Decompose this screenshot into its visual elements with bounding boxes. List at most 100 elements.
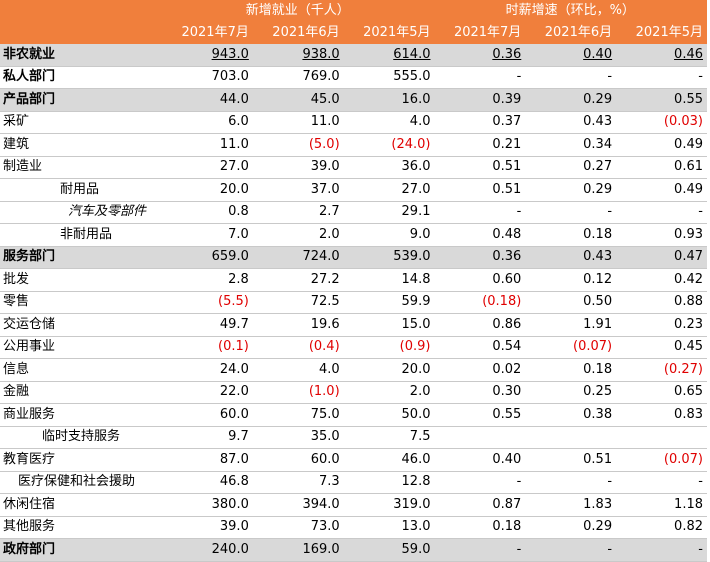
table-cell: 0.02: [434, 358, 526, 382]
table-cell: 0.49: [616, 133, 707, 157]
table-cell: (0.1): [162, 336, 253, 359]
cell-value: 0.83: [674, 406, 703, 422]
cell-value: 9.7: [228, 429, 249, 445]
table-cell: 1.18: [616, 493, 707, 517]
cell-value: -: [607, 69, 613, 85]
header-month: 2021年5月: [343, 22, 435, 44]
cell-value: 59.9: [401, 294, 431, 310]
table-cell: 938.0: [252, 44, 344, 67]
table-cell: 0.18: [434, 516, 526, 539]
cell-value: (0.27): [663, 361, 703, 377]
row-label: 休闲住宿: [0, 493, 163, 517]
row-label: 非耐用品: [0, 223, 163, 247]
table-cell: 0.37: [434, 111, 526, 134]
table-cell: 36.0: [343, 156, 435, 179]
cell-value: 0.30: [492, 384, 522, 400]
cell-value: -: [698, 474, 703, 490]
table-cell: 4.0: [343, 111, 435, 134]
table-row: 耐用品 20.0 37.0 27.0 0.51 0.29 0.49: [0, 178, 707, 202]
row-label: 医疗保健和社会援助: [0, 471, 163, 494]
table-cell: 0.55: [616, 88, 707, 112]
table-row: 私人部门 703.0 769.0 555.0 - - -: [0, 66, 707, 89]
row-label: 采矿: [0, 111, 163, 134]
cell-value: 0.21: [492, 136, 522, 152]
table-row: 教育医疗 87.0 60.0 46.0 0.40 0.51 (0.07): [0, 448, 707, 472]
table-cell: 0.48: [434, 223, 526, 247]
cell-value: 39.0: [219, 519, 249, 535]
table-row: 汽车及零部件 0.8 2.7 29.1 - - -: [0, 201, 707, 224]
cell-value: 2.0: [409, 384, 431, 400]
table-cell: [434, 426, 526, 449]
table-cell: (0.27): [616, 358, 707, 382]
table-cell: (5.5): [162, 291, 253, 314]
table-cell: 13.0: [343, 516, 435, 539]
table-cell: -: [434, 201, 526, 224]
cell-value: 0.8: [228, 204, 249, 220]
cell-value: 555.0: [393, 69, 431, 85]
cell-value: (24.0): [391, 136, 431, 152]
cell-value: -: [607, 204, 613, 220]
cell-value: 6.0: [228, 114, 249, 130]
cell-value: 0.36: [492, 46, 522, 62]
cell-value: 319.0: [393, 496, 431, 512]
row-label: 商业服务: [0, 403, 163, 427]
table-cell: 0.29: [525, 516, 617, 539]
table-cell: 0.51: [525, 448, 617, 472]
table-cell: 11.0: [162, 133, 253, 157]
cell-value: 0.18: [492, 519, 522, 535]
cell-value: 0.37: [492, 114, 522, 130]
row-label: 非农就业: [0, 44, 163, 67]
row-label: 公用事业: [0, 336, 163, 359]
table-cell: 9.7: [162, 426, 253, 449]
header-month: 2021年7月: [162, 22, 253, 44]
table-row: 零售 (5.5) 72.5 59.9 (0.18) 0.50 0.88: [0, 291, 707, 314]
table-cell: 37.0: [252, 178, 344, 202]
table-cell: -: [525, 471, 617, 494]
table-cell: 169.0: [252, 538, 344, 562]
header-month: 2021年5月: [616, 22, 707, 44]
table-cell: 769.0: [252, 66, 344, 89]
cell-value: -: [698, 204, 703, 220]
header-month: 2021年6月: [252, 22, 344, 44]
cell-value: 0.48: [492, 226, 522, 242]
table-cell: [616, 426, 707, 449]
cell-value: 380.0: [211, 496, 249, 512]
table-cell: 46.0: [343, 448, 435, 472]
cell-value: 0.12: [583, 271, 613, 287]
table-cell: 11.0: [252, 111, 344, 134]
table-cell: (0.9): [343, 336, 435, 359]
cell-value: 59.0: [401, 541, 431, 557]
table-cell: 0.88: [616, 291, 707, 314]
table-cell: -: [525, 538, 617, 562]
table-cell: 7.0: [162, 223, 253, 247]
header-month: 2021年6月: [525, 22, 617, 44]
cell-value: 0.49: [674, 181, 703, 197]
cell-value: 0.18: [583, 226, 613, 242]
table-cell: 0.18: [525, 358, 617, 382]
table-cell: 24.0: [162, 358, 253, 382]
table-cell: 59.9: [343, 291, 435, 314]
row-label: 零售: [0, 291, 163, 314]
cell-value: 703.0: [211, 69, 249, 85]
cell-value: 46.8: [219, 474, 249, 490]
cell-value: 37.0: [310, 181, 340, 197]
table-cell: 319.0: [343, 493, 435, 517]
row-label: 信息: [0, 358, 163, 382]
table-row: 非耐用品 7.0 2.0 9.0 0.48 0.18 0.93: [0, 223, 707, 247]
table-row: 采矿 6.0 11.0 4.0 0.37 0.43 (0.03): [0, 111, 707, 134]
cell-value: (0.4): [308, 339, 340, 355]
cell-value: 539.0: [393, 249, 431, 265]
table-cell: 9.0: [343, 223, 435, 247]
table-cell: 2.7: [252, 201, 344, 224]
table-row: 非农就业 943.0 938.0 614.0 0.36 0.40 0.46: [0, 44, 707, 67]
cell-value: (0.18): [482, 294, 522, 310]
cell-value: 35.0: [310, 429, 340, 445]
table-cell: -: [525, 201, 617, 224]
table-row: 产品部门 44.0 45.0 16.0 0.39 0.29 0.55: [0, 88, 707, 112]
table-cell: 12.8: [343, 471, 435, 494]
table-cell: 1.91: [525, 313, 617, 337]
cell-value: -: [516, 474, 522, 490]
table-cell: 0.30: [434, 381, 526, 404]
table-cell: 0.23: [616, 313, 707, 337]
cell-value: 0.55: [492, 406, 522, 422]
